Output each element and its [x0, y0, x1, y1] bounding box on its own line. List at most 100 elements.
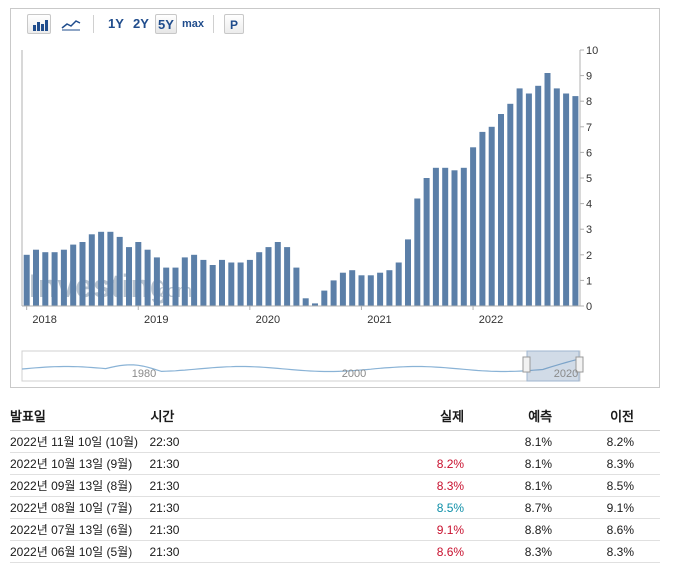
- bar[interactable]: [42, 252, 49, 306]
- bar[interactable]: [209, 265, 216, 306]
- bar[interactable]: [256, 252, 263, 306]
- y-tick-label: 4: [586, 199, 592, 211]
- p-button[interactable]: P: [224, 14, 244, 34]
- row-actual: 8.5%: [199, 496, 477, 519]
- row-date: 2022년 10월 13일 (9월): [10, 452, 150, 475]
- bar[interactable]: [79, 242, 86, 306]
- bar[interactable]: [377, 272, 384, 306]
- bar[interactable]: [330, 280, 337, 306]
- bar[interactable]: [442, 167, 449, 306]
- y-tick-label: 9: [586, 71, 592, 83]
- bar[interactable]: [339, 272, 346, 306]
- row-previous: 8.2%: [576, 430, 660, 453]
- bar[interactable]: [284, 247, 291, 306]
- y-tick-label: 2: [586, 250, 592, 262]
- bar[interactable]: [479, 131, 486, 306]
- range-5y-button[interactable]: 5Y: [155, 14, 177, 34]
- bar[interactable]: [312, 303, 318, 306]
- row-forecast: 8.1%: [476, 430, 577, 453]
- bar[interactable]: [60, 249, 67, 306]
- bar[interactable]: [414, 198, 421, 307]
- row-time: 21:30: [149, 496, 200, 519]
- header-time[interactable]: 시간: [149, 400, 200, 431]
- navigator-handle-left[interactable]: [522, 356, 531, 373]
- bar[interactable]: [126, 247, 132, 306]
- row-previous: 8.6%: [576, 518, 660, 541]
- toolbar-divider: [213, 15, 214, 33]
- bar[interactable]: [51, 252, 58, 306]
- chart-axes: 0 1 2 3 4 5 6 7 8 9 10 2018 2019 2020 2021 2022: [21, 45, 598, 326]
- bar[interactable]: [488, 126, 495, 306]
- header-date[interactable]: 발표일: [10, 400, 150, 431]
- bar[interactable]: [135, 242, 142, 306]
- bar[interactable]: [321, 290, 328, 306]
- bar[interactable]: [451, 170, 458, 306]
- range-max-button[interactable]: max: [181, 18, 205, 30]
- bar[interactable]: [498, 114, 504, 306]
- bar[interactable]: [302, 298, 309, 306]
- bar[interactable]: [172, 267, 179, 306]
- release-table: 발표일 시간 실제 예측 이전 2022년 11월 10일 (10월) 22:30…: [10, 400, 660, 563]
- bar[interactable]: [33, 249, 39, 306]
- bar[interactable]: [23, 254, 30, 306]
- chart-toolbar: 1Y 2Y 5Y max P: [11, 9, 659, 39]
- bar[interactable]: [181, 257, 188, 306]
- bar[interactable]: [563, 93, 570, 307]
- row-previous: 8.5%: [576, 474, 660, 497]
- bar[interactable]: [265, 247, 272, 306]
- row-previous: 8.3%: [576, 540, 660, 563]
- chart-panel: 1Y 2Y 5Y max P Investing.com 01234567891…: [10, 8, 660, 388]
- bar[interactable]: [525, 93, 532, 307]
- bar[interactable]: [70, 244, 77, 306]
- bar[interactable]: [367, 275, 374, 306]
- bar[interactable]: [116, 236, 123, 306]
- bar[interactable]: [144, 249, 151, 306]
- bar[interactable]: [191, 254, 198, 306]
- navigator-selection[interactable]: [526, 350, 580, 382]
- bar-chart-button[interactable]: [27, 14, 51, 34]
- header-actual[interactable]: 실제: [199, 400, 477, 431]
- bar[interactable]: [107, 231, 114, 306]
- navigator-label: 2020: [554, 368, 578, 380]
- bar[interactable]: [349, 270, 356, 306]
- range-2y-button[interactable]: 2Y: [133, 16, 149, 31]
- bar[interactable]: [98, 231, 105, 306]
- table-row: 2022년 11월 10일 (10월) 22:30 8.1% 8.2%: [10, 430, 660, 453]
- bar[interactable]: [405, 239, 411, 306]
- toolbar-divider: [93, 15, 94, 33]
- bar[interactable]: [163, 267, 170, 306]
- range-1y-button[interactable]: 1Y: [108, 16, 124, 31]
- bar[interactable]: [274, 242, 281, 306]
- table-row: 2022년 06월 10일 (5월) 21:30 8.6% 8.3% 8.3%: [10, 540, 660, 563]
- bar[interactable]: [237, 262, 244, 307]
- y-tick-label: 1: [586, 275, 592, 287]
- bar[interactable]: [395, 262, 402, 307]
- row-time: 21:30: [149, 474, 200, 497]
- area-chart-button[interactable]: [59, 14, 83, 34]
- bar[interactable]: [358, 275, 365, 306]
- bar[interactable]: [572, 96, 579, 306]
- bar[interactable]: [246, 259, 253, 306]
- bar[interactable]: [432, 167, 439, 306]
- bar[interactable]: [470, 147, 477, 306]
- navigator-handle-right[interactable]: [575, 356, 584, 373]
- bar[interactable]: [535, 85, 542, 306]
- y-tick-label: 8: [586, 96, 592, 108]
- header-previous[interactable]: 이전: [576, 400, 660, 431]
- header-forecast[interactable]: 예측: [476, 400, 577, 431]
- bar[interactable]: [228, 262, 235, 307]
- bar[interactable]: [293, 267, 300, 306]
- row-forecast: 8.1%: [476, 474, 577, 497]
- bar[interactable]: [386, 270, 393, 306]
- bar[interactable]: [153, 257, 160, 306]
- bar[interactable]: [460, 167, 467, 306]
- bar[interactable]: [553, 88, 560, 307]
- bar[interactable]: [516, 88, 523, 307]
- bar[interactable]: [200, 259, 207, 306]
- bar[interactable]: [544, 73, 551, 306]
- bar[interactable]: [423, 178, 430, 306]
- navigator[interactable]: 1980 2000 2020: [21, 350, 584, 382]
- bar[interactable]: [507, 103, 514, 306]
- bar[interactable]: [219, 259, 225, 306]
- bar[interactable]: [88, 234, 95, 306]
